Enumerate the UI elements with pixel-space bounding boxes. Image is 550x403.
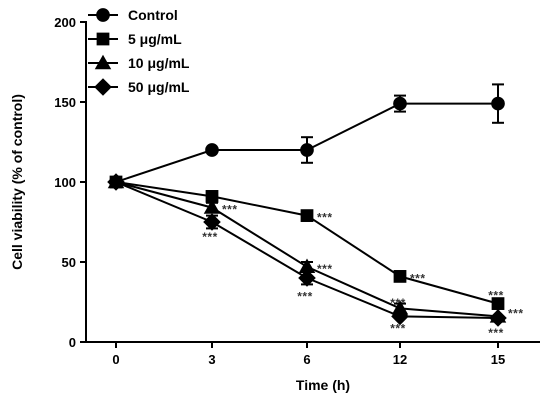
data-point xyxy=(107,173,125,191)
legend: Control 5 μg/mL 10 μg/mL 50 μg/mL xyxy=(88,7,190,96)
legend-item: 10 μg/mL xyxy=(88,54,190,71)
y-axis-title: Cell viability (% of control) xyxy=(9,94,25,270)
data-point xyxy=(391,307,409,326)
legend-label: 5 μg/mL xyxy=(128,31,182,47)
x-tick-label: 6 xyxy=(303,352,310,367)
y-tick-label: 50 xyxy=(62,255,76,270)
x-axis-title: Time (h) xyxy=(296,377,350,393)
data-point xyxy=(489,309,507,327)
data-point xyxy=(203,213,221,231)
significance-label: *** xyxy=(508,307,524,321)
series-diamond xyxy=(107,173,507,327)
legend-label: 50 μg/mL xyxy=(128,79,190,95)
x-tick-label: 12 xyxy=(393,352,407,367)
data-point xyxy=(300,209,314,222)
x-tick-label: 15 xyxy=(491,352,505,367)
data-point xyxy=(205,190,219,203)
data-point xyxy=(393,96,407,111)
x-tick-label: 3 xyxy=(208,352,215,367)
series-circle xyxy=(109,83,505,189)
significance-label: *** xyxy=(317,211,333,225)
data-point xyxy=(491,96,505,111)
legend-item: Control xyxy=(88,7,178,23)
axes: 0 50 100 150 200 0 3 6 12 15 xyxy=(54,15,540,367)
data-point xyxy=(298,258,316,273)
significance-label: *** xyxy=(410,271,426,285)
data-point xyxy=(300,143,314,157)
significance-label: *** xyxy=(390,296,406,310)
y-tick-label: 200 xyxy=(54,15,76,30)
significance-label: *** xyxy=(202,230,218,244)
x-tick-label: 0 xyxy=(112,352,119,367)
legend-marker xyxy=(94,54,112,70)
legend-marker xyxy=(94,78,112,96)
series-layer xyxy=(107,83,507,327)
legend-item: 5 μg/mL xyxy=(88,31,182,47)
data-point xyxy=(393,270,407,283)
legend-label: 10 μg/mL xyxy=(128,55,190,71)
legend-marker xyxy=(96,32,110,46)
y-tick-label: 0 xyxy=(69,335,76,350)
data-point xyxy=(205,143,219,157)
significance-label: *** xyxy=(297,289,313,303)
data-point xyxy=(298,269,316,287)
data-point xyxy=(391,300,409,315)
y-tick-label: 150 xyxy=(54,95,76,110)
series-square xyxy=(109,175,505,310)
significance-label: *** xyxy=(317,262,333,276)
data-point xyxy=(203,199,221,214)
significance-label: *** xyxy=(488,289,504,303)
annotation-layer: *** *** *** *** *** *** *** *** *** *** *** xyxy=(202,203,523,341)
legend-label: Control xyxy=(128,7,178,23)
significance-label: *** xyxy=(390,321,406,335)
legend-marker xyxy=(96,8,110,22)
y-tick-label: 100 xyxy=(54,175,76,190)
significance-label: *** xyxy=(488,326,504,340)
data-point xyxy=(491,297,505,310)
significance-label: *** xyxy=(222,203,238,217)
legend-item: 50 μg/mL xyxy=(88,78,190,96)
